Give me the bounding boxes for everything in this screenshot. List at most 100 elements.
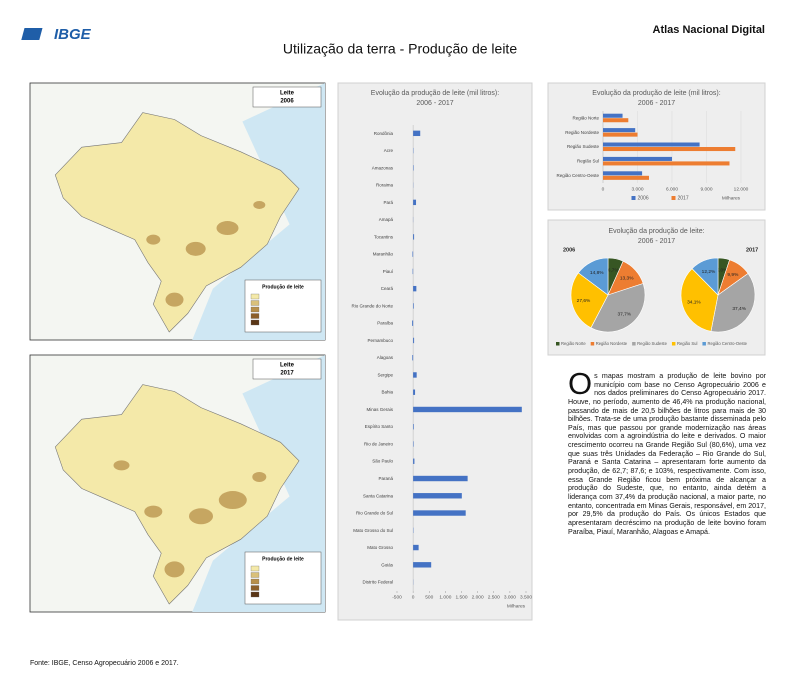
bar <box>413 389 416 395</box>
legend-label: 2006 <box>638 195 649 201</box>
production-area <box>216 221 239 236</box>
bar <box>413 458 415 464</box>
y-tick-label: Distrito Federal <box>362 580 393 585</box>
legend-swatch <box>671 342 676 346</box>
production-area <box>252 471 267 482</box>
y-tick-label: Região Nordeste <box>565 130 599 135</box>
x-axis-label: Milhares <box>722 195 741 201</box>
y-tick-label: Região Norte <box>572 115 599 120</box>
bar <box>603 156 672 161</box>
paragraph: s mapas mostram a produção de leite bovi… <box>568 372 766 536</box>
chart-title: Evolução da produção de leite: <box>608 228 704 235</box>
bar <box>413 337 415 344</box>
legend-swatch <box>590 342 595 346</box>
y-tick-label: Maranhão <box>373 252 394 257</box>
map-year: 2006 <box>280 99 294 105</box>
map-title: Leite <box>280 91 295 97</box>
x-tick-label: 500 <box>425 594 433 600</box>
y-tick-label: Sergipe <box>377 372 393 377</box>
y-tick-label: Rio Grande do Norte <box>351 303 393 308</box>
chart-title: Evolução da produção de leite (mil litro… <box>371 90 499 97</box>
legend-label: Região Nordeste <box>596 341 628 346</box>
logo: IBGE <box>54 26 92 43</box>
y-tick-label: Minas Gerais <box>366 407 393 412</box>
bar <box>603 175 649 180</box>
chart-subtitle: 2006 - 2017 <box>638 238 675 245</box>
ocean <box>192 355 325 612</box>
y-tick-label: Tocantins <box>374 234 394 239</box>
bar <box>413 562 432 568</box>
x-tick-label: 6.000 <box>666 186 678 192</box>
drop-cap: O <box>568 366 593 401</box>
atlas-name: Atlas Nacional Digital <box>653 24 765 36</box>
production-area <box>165 292 184 307</box>
y-tick-label: Região Sul <box>577 159 599 164</box>
production-area <box>189 508 213 525</box>
x-tick-label: 9.000 <box>700 186 712 192</box>
y-tick-label: Pará <box>383 200 393 205</box>
map-legend-title: Produção de leite <box>262 556 304 562</box>
chart-panel <box>337 82 533 621</box>
bar <box>413 372 417 378</box>
pie-slice <box>691 257 719 296</box>
pie-slice <box>710 273 756 333</box>
map-legend-swatch <box>250 585 260 591</box>
y-tick-label: Santa Catarina <box>363 493 394 498</box>
map-legend-title: Produção de leite <box>262 284 304 290</box>
data-label: 27,6% <box>577 298 591 304</box>
pie-slice <box>570 272 609 329</box>
x-tick-label: 0 <box>602 186 605 192</box>
map-year: 2017 <box>280 371 294 377</box>
pie-slice <box>590 283 646 333</box>
bar <box>603 118 629 123</box>
data-label: 5,0% <box>717 267 729 273</box>
data-label: 34,1% <box>687 300 701 306</box>
footer: Fonte: IBGE, Censo Agropecuário 2006 e 2… <box>30 660 179 667</box>
legend-swatch <box>631 196 636 200</box>
y-tick-label: Amazonas <box>372 165 394 170</box>
map-legend-swatch <box>250 578 260 585</box>
pie-name: 2006 <box>563 247 575 253</box>
data-label: 14,8% <box>590 270 604 276</box>
production-area <box>144 505 163 518</box>
y-tick-label: Mato Grosso <box>367 545 393 550</box>
bar <box>413 424 414 430</box>
bar <box>603 128 636 133</box>
y-tick-label: Rio Grande do Sul <box>356 511 393 516</box>
map-legend-swatch <box>250 565 260 572</box>
bar <box>603 132 638 137</box>
map-legend-swatch <box>250 591 260 598</box>
x-tick-label: 3.500 <box>520 594 532 600</box>
bar <box>413 199 417 206</box>
bar <box>413 406 522 413</box>
data-label: 12,2% <box>702 269 716 275</box>
pie-name: 2017 <box>746 247 758 253</box>
bar <box>413 510 466 516</box>
y-tick-label: Mato Grosso do Sul <box>353 528 393 533</box>
y-tick-label: Roraima <box>376 183 394 188</box>
data-label: 37,4% <box>732 306 746 312</box>
y-tick-label: Rondônia <box>374 131 394 136</box>
bar <box>412 320 414 326</box>
bar <box>603 147 736 152</box>
legend-swatch <box>632 342 636 346</box>
bar <box>603 142 700 147</box>
legend-label: Região Sul <box>677 341 698 346</box>
production-area <box>185 241 206 256</box>
bar <box>413 493 462 499</box>
legend-swatch <box>702 342 706 346</box>
chart-title: Evolução da produção de leite (mil litro… <box>592 90 720 97</box>
y-tick-label: Região Sudeste <box>567 144 600 149</box>
map-legend-swatch <box>250 306 260 313</box>
x-tick-label: 0 <box>412 594 415 600</box>
y-tick-label: Paraíba <box>377 321 393 326</box>
bar <box>413 544 419 551</box>
pie-slice <box>577 257 609 296</box>
bar <box>413 475 468 482</box>
pie-slice <box>680 268 719 332</box>
map-title: Leite <box>280 363 295 369</box>
legend-label: 2017 <box>678 195 689 201</box>
y-tick-label: Goiás <box>381 562 394 567</box>
